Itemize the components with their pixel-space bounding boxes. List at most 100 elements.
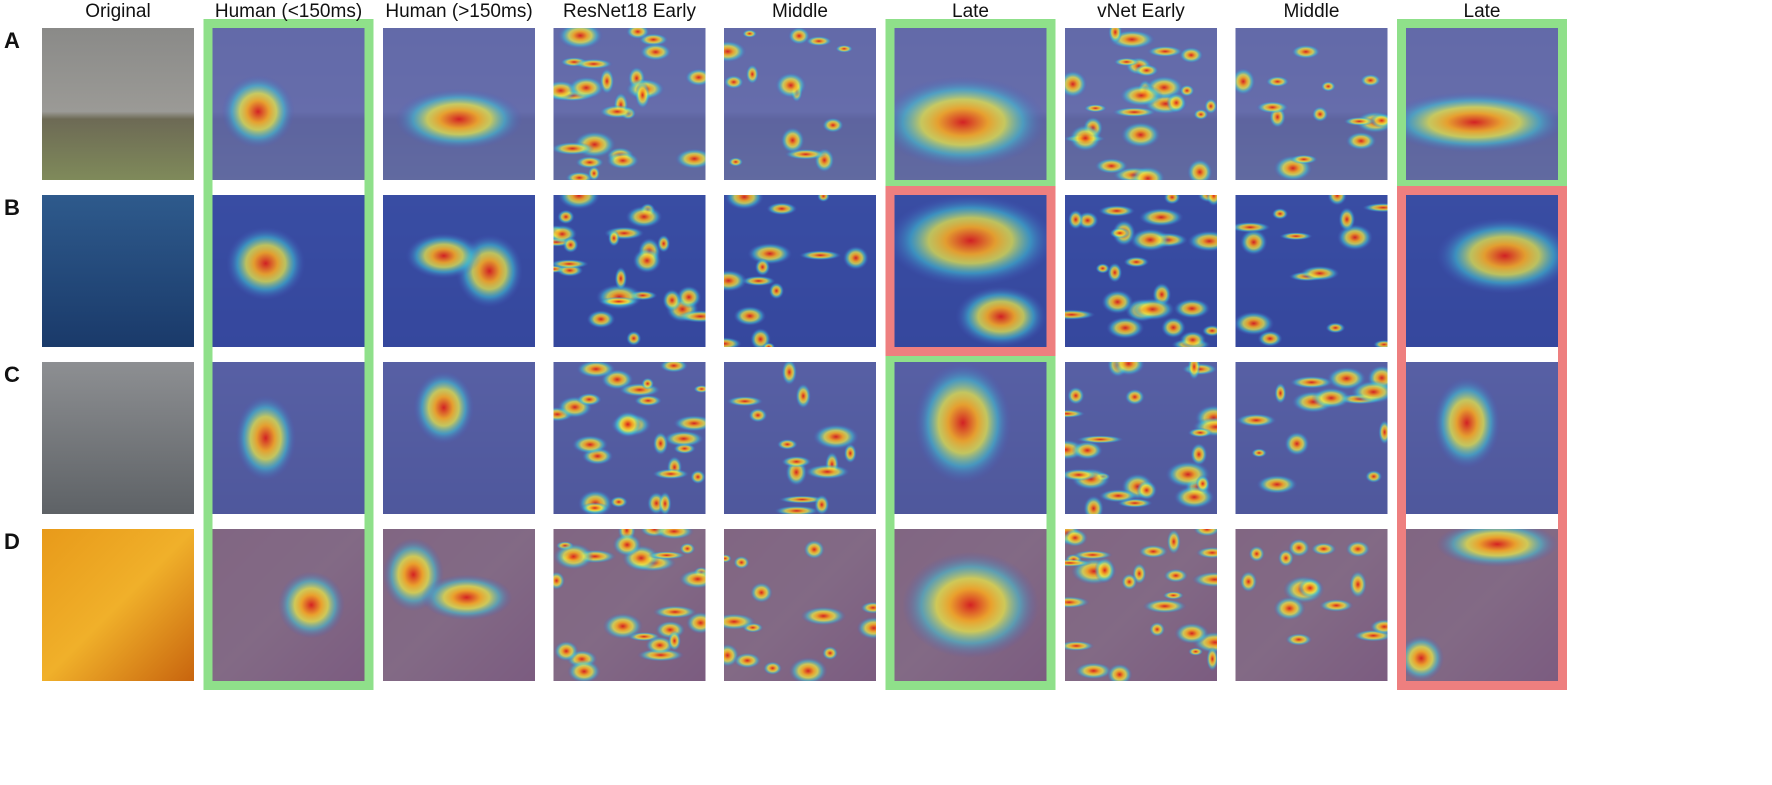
heat-blob — [1256, 474, 1298, 495]
heat-blob — [653, 605, 698, 619]
heat-blob — [1065, 468, 1099, 482]
image-cell — [894, 195, 1047, 347]
heat-blob — [768, 282, 785, 300]
heat-blob — [1074, 662, 1113, 680]
heat-blob — [1071, 440, 1103, 460]
heat-blob — [1178, 46, 1204, 64]
heat-blob — [637, 648, 685, 662]
heatmap — [383, 538, 513, 621]
heatmap — [277, 571, 345, 639]
heat-blob — [625, 28, 650, 40]
heat-blob — [1436, 529, 1558, 567]
image-cell — [1065, 529, 1217, 681]
heat-blob — [860, 601, 876, 614]
heat-blob — [634, 81, 651, 109]
image-cell — [553, 362, 706, 514]
heat-blob — [1101, 289, 1134, 315]
heat-blob — [902, 551, 1039, 659]
column-header: Middle — [772, 1, 828, 22]
heat-blob — [679, 542, 696, 555]
heat-blob — [1163, 195, 1181, 205]
heatmap — [1065, 529, 1217, 681]
image-cell — [724, 529, 876, 681]
heat-blob — [673, 415, 706, 432]
heat-blob — [1173, 298, 1211, 319]
heat-blob — [1274, 382, 1287, 405]
heat-blob — [625, 205, 663, 228]
heat-blob — [1068, 209, 1084, 230]
image-cell — [1235, 362, 1388, 514]
heat-blob — [598, 296, 639, 307]
heat-blob — [1273, 596, 1306, 621]
heat-blob — [1195, 475, 1210, 493]
heat-blob — [1206, 195, 1217, 207]
heat-blob — [1320, 80, 1336, 92]
heat-blob — [800, 606, 847, 626]
heat-blob — [567, 659, 601, 681]
heat-blob — [576, 392, 602, 407]
heat-blob — [413, 371, 475, 445]
heat-blob — [1166, 92, 1187, 114]
heat-blob — [894, 195, 1047, 287]
heat-blob — [1310, 542, 1337, 556]
heatmap — [1065, 28, 1217, 180]
heat-blob — [1190, 442, 1208, 466]
heat-blob — [894, 76, 1047, 168]
heat-blob — [1239, 570, 1258, 593]
heat-blob — [1291, 44, 1321, 59]
heat-blob — [679, 569, 706, 589]
image-cell — [1406, 362, 1558, 514]
heat-blob — [724, 269, 748, 292]
heat-blob — [814, 494, 830, 514]
heat-blob — [1338, 207, 1356, 232]
heat-blob — [1108, 28, 1123, 44]
heat-blob — [1173, 485, 1215, 509]
heat-blob — [1311, 387, 1352, 409]
photo — [42, 362, 194, 514]
heat-blob — [1136, 480, 1158, 501]
heat-blob — [645, 636, 675, 655]
image-cell — [1235, 195, 1388, 347]
image-cell — [42, 362, 194, 514]
image-cell — [1065, 195, 1217, 347]
image-cell — [894, 529, 1047, 681]
heat-blob — [835, 44, 854, 53]
highlight-frame — [885, 186, 1056, 356]
heatmap — [724, 539, 876, 681]
heat-blob — [1235, 311, 1275, 336]
heat-blob — [799, 250, 842, 261]
column-header: Late — [1464, 1, 1501, 22]
image-cell — [42, 195, 194, 347]
heat-blob — [762, 342, 776, 347]
heat-blob — [641, 377, 655, 390]
heat-blob — [1350, 380, 1388, 404]
heat-blob — [1121, 573, 1138, 591]
heat-blob — [658, 491, 672, 514]
heat-blob — [843, 443, 857, 464]
image-cell — [553, 529, 706, 681]
heat-blob — [1235, 67, 1256, 96]
heatmap — [726, 362, 860, 514]
heat-blob — [1343, 116, 1376, 126]
heat-blob — [1187, 230, 1217, 252]
heat-blob — [1098, 489, 1138, 503]
heat-blob — [1192, 571, 1217, 588]
highlight-frame — [1397, 19, 1567, 189]
heat-blob — [1188, 647, 1204, 656]
heat-blob — [1289, 375, 1334, 389]
heat-blob — [553, 571, 566, 590]
heat-blob — [724, 554, 732, 563]
heat-blob — [674, 148, 706, 170]
heat-blob — [1138, 207, 1184, 227]
heat-blob — [728, 157, 744, 167]
heat-blob — [662, 289, 682, 312]
heat-blob — [1065, 558, 1093, 567]
heatmap — [235, 395, 297, 481]
heat-blob — [652, 431, 669, 456]
heat-blob — [1257, 330, 1283, 347]
heat-blob — [567, 76, 605, 100]
frames — [203, 19, 1567, 690]
heatmap — [1433, 377, 1501, 469]
heat-blob — [1187, 427, 1213, 438]
photo — [42, 529, 194, 681]
